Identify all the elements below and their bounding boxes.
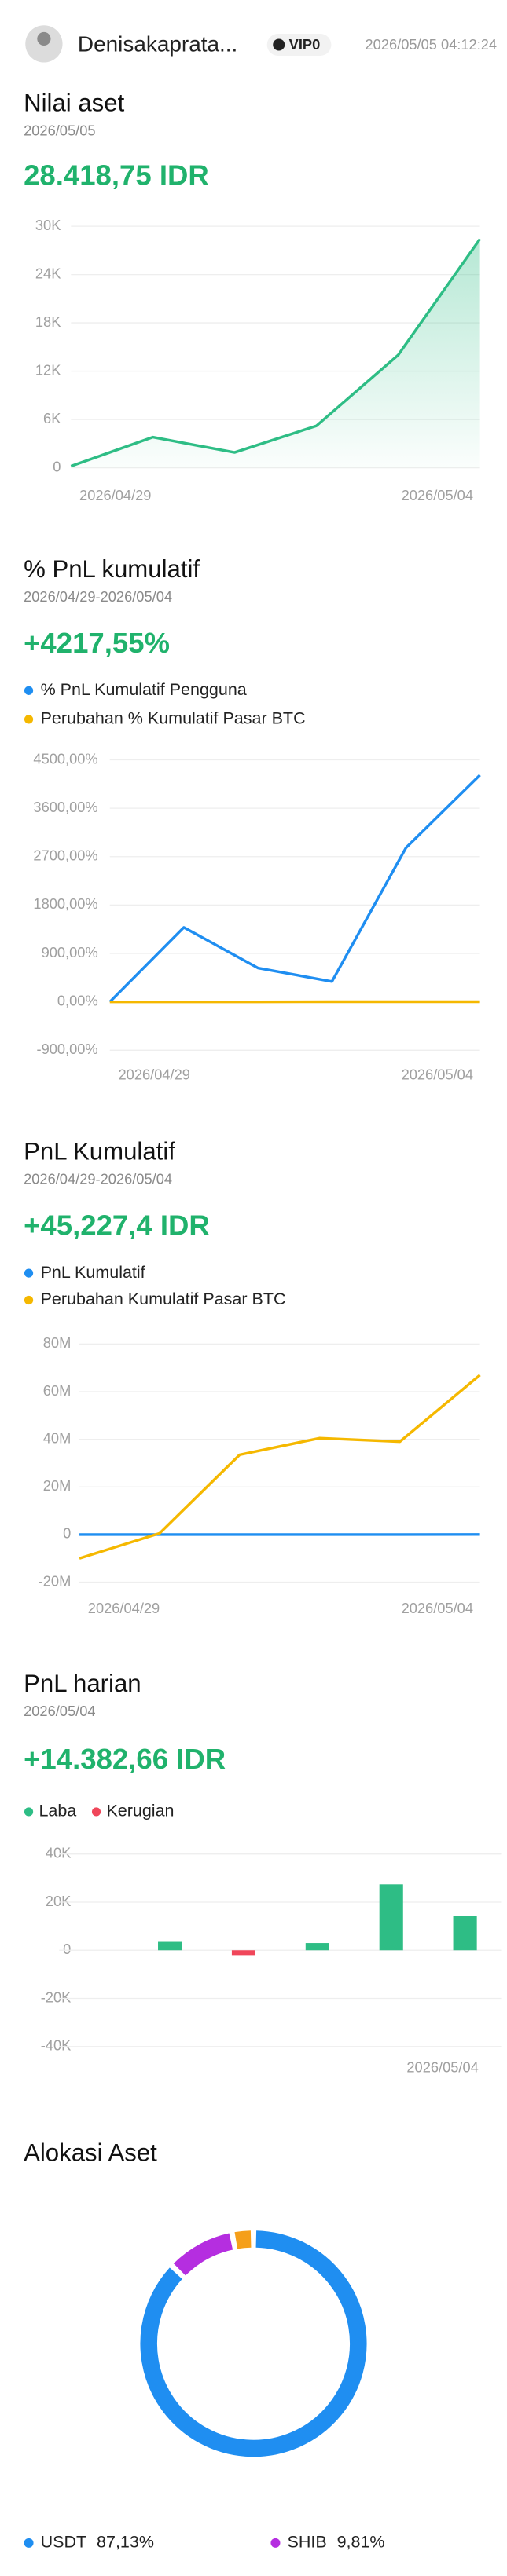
y-tick-label: -900,00% — [36, 1041, 97, 1057]
x-tick-label: 2026/04/29 — [88, 1600, 160, 1616]
legend-swatch — [270, 2538, 281, 2548]
x-tick-label: 2026/04/29 — [79, 487, 151, 503]
y-tick-label: -20M — [39, 1572, 72, 1589]
y-tick-label: 0 — [53, 458, 61, 474]
line-series — [79, 1374, 481, 1560]
chart-title: Nilai aset — [24, 90, 124, 117]
chart-subtitle: 2026/04/29-2026/05/04 — [24, 588, 172, 605]
chart-title: Alokasi Aset — [24, 2139, 157, 2167]
x-tick-label: 2026/05/04 — [406, 2059, 478, 2076]
y-tick-label: 0 — [63, 1525, 71, 1542]
vip-icon — [273, 38, 285, 51]
x-tick-label: 2026/04/29 — [119, 1066, 190, 1082]
legend-swatch — [24, 1807, 34, 1817]
legend-value: 87,13% — [97, 2533, 154, 2552]
y-tick-label: 80M — [43, 1334, 72, 1351]
legend-label: USDT — [41, 2533, 87, 2552]
legend-swatch — [24, 2538, 34, 2548]
legend-swatch — [24, 1268, 34, 1278]
legend-label: PnL Kumulatif — [41, 1263, 145, 1282]
y-tick-label: 12K — [35, 361, 61, 378]
y-tick-label: -20K — [41, 1989, 72, 2005]
chart-title: PnL harian — [24, 1670, 141, 1697]
legend-swatch — [24, 715, 34, 724]
legend-value: 9,81% — [337, 2533, 385, 2552]
y-tick-label: 6K — [43, 410, 61, 426]
timestamp: 2026/05/05 04:12:24 — [366, 36, 498, 53]
y-tick-label: 0,00% — [57, 992, 98, 1008]
y-tick-label: 20M — [43, 1477, 72, 1494]
vip-badge — [266, 34, 332, 56]
legend-swatch — [24, 686, 34, 695]
bar — [231, 1950, 256, 1956]
legend-label: Laba — [39, 1802, 76, 1820]
username[interactable]: Denisakaprata... — [78, 31, 237, 56]
y-tick-label: 900,00% — [42, 944, 98, 961]
y-tick-label: 40M — [43, 1429, 72, 1446]
y-tick-label: 1800,00% — [33, 895, 97, 912]
summary-value: +45,227,4 IDR — [24, 1209, 210, 1242]
y-tick-label: 20K — [46, 1893, 72, 1909]
x-tick-label: 2026/05/04 — [402, 1066, 473, 1082]
area — [71, 239, 480, 468]
bar — [453, 1916, 477, 1951]
y-tick-label: 60M — [43, 1382, 72, 1399]
summary-value: +4217,55% — [24, 627, 170, 659]
y-tick-label: 0 — [63, 1941, 71, 1957]
chart-title: PnL Kumulatif — [24, 1138, 175, 1165]
chart-subtitle: 2026/05/04 — [24, 1703, 95, 1719]
y-tick-label: -40K — [41, 2037, 72, 2054]
y-tick-label: 30K — [35, 217, 61, 233]
chart-subtitle: 2026/05/05 — [24, 123, 95, 139]
x-tick-label: 2026/05/04 — [402, 487, 473, 503]
summary-value: +14.382,66 IDR — [24, 1743, 226, 1775]
legend-label: % PnL Kumulatif Pengguna — [41, 680, 247, 699]
line-series — [70, 238, 482, 468]
legend-label: Perubahan Kumulatif Pasar BTC — [41, 1290, 286, 1308]
legend-label: Kerugian — [106, 1802, 174, 1820]
legend-swatch — [91, 1807, 101, 1817]
y-tick-label: 40K — [46, 1845, 72, 1861]
x-tick-label: 2026/05/04 — [402, 1600, 473, 1616]
legend-swatch — [24, 1295, 34, 1305]
y-tick-label: 18K — [35, 313, 61, 330]
legend-label: Perubahan % Kumulatif Pasar BTC — [41, 709, 306, 728]
donut-slice — [234, 2230, 252, 2249]
donut-slice — [140, 2230, 367, 2457]
y-tick-label: 4500,00% — [33, 750, 97, 767]
avatar-head — [37, 31, 51, 46]
y-tick-label: 2700,00% — [33, 847, 97, 864]
chart-subtitle: 2026/04/29-2026/05/04 — [24, 1171, 172, 1187]
y-tick-label: 3600,00% — [33, 799, 97, 815]
y-tick-label: 24K — [35, 265, 61, 281]
bar — [305, 1943, 329, 1951]
bar — [158, 1941, 182, 1951]
legend-label: SHIB — [288, 2533, 327, 2552]
chart-title: % PnL kumulatif — [24, 555, 200, 583]
vip-level: VIP0 — [289, 36, 321, 53]
summary-value: 28.418,75 IDR — [24, 159, 209, 191]
donut-slice — [173, 2233, 233, 2276]
bar — [379, 1884, 403, 1951]
line-series — [108, 774, 481, 1003]
